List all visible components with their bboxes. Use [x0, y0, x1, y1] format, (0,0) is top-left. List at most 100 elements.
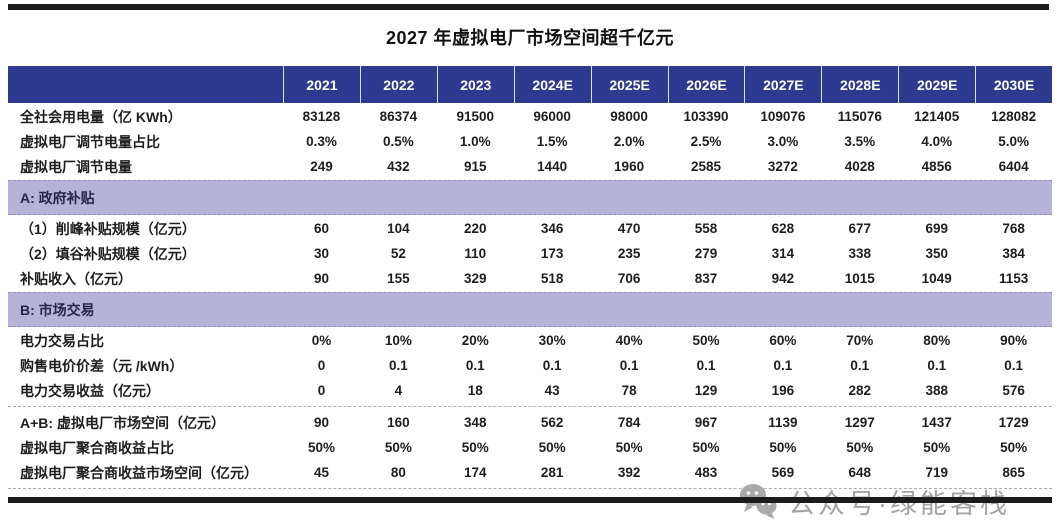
value-cell: 432 — [387, 159, 410, 174]
value-cell: 10% — [384, 333, 412, 348]
row-label: 购售电价价差（元 /kWh） — [20, 357, 184, 374]
value-cell: 80% — [923, 333, 951, 348]
value-cell: 784 — [617, 415, 641, 430]
column-header: 2028E — [821, 66, 898, 103]
value-cell: 350 — [925, 246, 948, 261]
value-cell: 30% — [538, 333, 566, 348]
value-cell: 470 — [617, 221, 641, 236]
value-cell: 0.1 — [542, 358, 562, 373]
value-cell: 50% — [769, 440, 797, 455]
value-cell: 1437 — [921, 415, 952, 430]
value-cell: 43 — [544, 383, 560, 398]
value-cell: 0 — [317, 358, 326, 373]
value-cell: 6404 — [998, 159, 1029, 174]
value-cell: 0.1 — [696, 358, 716, 373]
value-cell: 4.0% — [921, 134, 953, 149]
column-header: 2021 — [283, 66, 360, 103]
value-cell: 279 — [694, 246, 718, 261]
value-cell: 0 — [317, 383, 326, 398]
value-cell: 0.5% — [382, 134, 414, 149]
value-cell: 281 — [540, 465, 564, 480]
row-group: 电力交易占比 0% 10% 20% 30% 40% 50% 60% 70% 80% 90% 购售电价价… — [8, 327, 1052, 404]
table-row: （1）削峰补贴规模（亿元） 60 104 220 346 470 558 628 677 699 7… — [8, 216, 1052, 241]
value-cell: 3.5% — [844, 134, 876, 149]
value-cell: 0.1 — [773, 358, 793, 373]
value-cell: 60 — [313, 221, 329, 236]
table-header-row: 2021 2022 2023 2024E 2025E 2026E 2027E 2028E 202… — [8, 66, 1052, 103]
value-cell: 518 — [540, 271, 564, 286]
value-cell: 699 — [925, 221, 948, 236]
value-cell: 70% — [846, 333, 874, 348]
value-cell: 1.5% — [536, 134, 568, 149]
column-header: 2030E — [975, 66, 1052, 103]
value-cell: 706 — [617, 271, 641, 286]
value-cell: 98000 — [610, 109, 648, 124]
dashed-divider — [8, 488, 1052, 489]
value-cell: 648 — [848, 465, 872, 480]
value-cell: 109076 — [760, 109, 806, 124]
value-cell: 83128 — [302, 109, 341, 124]
section-band: A: 政府补贴 — [8, 180, 1052, 215]
value-cell: 0.1 — [465, 358, 485, 373]
value-cell: 91500 — [456, 109, 495, 124]
table-body: 全社会用电量（亿 KWh） 83128 86374 91500 96000 98000 10… — [8, 103, 1052, 489]
value-cell: 768 — [1002, 221, 1025, 236]
row-label: 电力交易收益（亿元） — [20, 382, 160, 399]
value-cell: 90% — [1000, 333, 1028, 348]
value-cell: 160 — [387, 415, 410, 430]
dashed-divider — [8, 406, 1052, 407]
value-cell: 1297 — [844, 415, 875, 430]
value-cell: 1139 — [768, 415, 798, 430]
row-label: 虚拟电厂聚合商收益占比 — [20, 439, 174, 456]
row-label: （1）削峰补贴规模（亿元） — [20, 220, 196, 237]
value-cell: 346 — [540, 221, 564, 236]
value-cell: 2585 — [690, 159, 721, 174]
value-cell: 220 — [464, 221, 487, 236]
value-cell: 121405 — [914, 109, 960, 124]
value-cell: 392 — [617, 465, 641, 480]
value-cell: 388 — [925, 383, 948, 398]
value-cell: 50% — [461, 440, 489, 455]
value-cell: 0.1 — [850, 358, 870, 373]
value-cell: 50% — [384, 440, 412, 455]
table-row: 全社会用电量（亿 KWh） 83128 86374 91500 96000 98000 10… — [8, 104, 1052, 129]
value-cell: 249 — [310, 159, 333, 174]
value-cell: 3272 — [767, 159, 798, 174]
table-row: 补贴收入（亿元） 90 155 329 518 706 837 942 1015 1049 1153 — [8, 266, 1052, 291]
column-header: 2029E — [898, 66, 975, 103]
table-row: 电力交易占比 0% 10% 20% 30% 40% 50% 60% 70% 80% 90% — [8, 328, 1052, 353]
column-header: 2027E — [744, 66, 821, 103]
value-cell: 1440 — [537, 159, 568, 174]
value-cell: 52 — [390, 246, 406, 261]
value-cell: 50% — [307, 440, 335, 455]
column-header: 2024E — [513, 66, 591, 103]
value-cell: 173 — [540, 246, 564, 261]
value-cell: 1729 — [998, 415, 1029, 430]
row-label: 全社会用电量（亿 KWh） — [20, 108, 182, 125]
market-space-table: 2021 2022 2023 2024E 2025E 2026E 2027E 2028E 202… — [8, 66, 1052, 491]
table-row: 虚拟电厂调节电量 249 432 915 1440 1960 2585 3272 4028 485… — [8, 154, 1052, 179]
value-cell: 50% — [538, 440, 566, 455]
row-group: （1）削峰补贴规模（亿元） 60 104 220 346 470 558 628 677 699 7… — [8, 215, 1052, 292]
value-cell: 30 — [313, 246, 329, 261]
value-cell: 50% — [692, 333, 720, 348]
value-cell: 338 — [848, 246, 872, 261]
value-cell: 40% — [615, 333, 643, 348]
row-label: 电力交易占比 — [20, 332, 104, 349]
value-cell: 50% — [846, 440, 874, 455]
value-cell: 967 — [694, 415, 718, 430]
bottom-rule — [8, 497, 1052, 503]
value-cell: 20% — [461, 333, 489, 348]
value-cell: 174 — [464, 465, 487, 480]
value-cell: 0.1 — [619, 358, 639, 373]
value-cell: 115076 — [837, 109, 882, 124]
value-cell: 86374 — [379, 109, 418, 124]
table-title: 2027 年虚拟电厂市场空间超千亿元 — [385, 28, 675, 48]
row-label: 虚拟电厂调节电量 — [20, 158, 132, 175]
value-cell: 90 — [313, 415, 329, 430]
value-cell: 0% — [311, 333, 332, 348]
value-cell: 18 — [467, 383, 483, 398]
value-cell: 50% — [1000, 440, 1028, 455]
value-cell: 128082 — [991, 109, 1037, 124]
